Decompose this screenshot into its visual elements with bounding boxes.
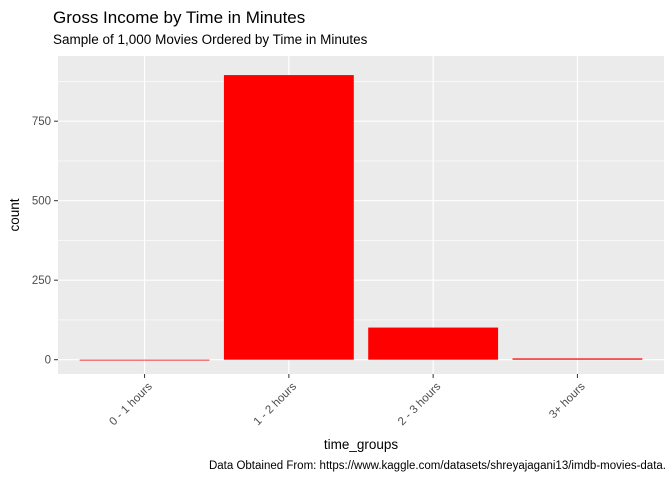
y-axis: 0 250 500 750 [32, 116, 58, 367]
y-tick-label: 500 [32, 196, 51, 208]
y-tick-label: 0 [45, 355, 51, 367]
chart-title: Gross Income by Time in Minutes [53, 8, 306, 27]
bar [368, 327, 499, 360]
x-tick-label: 1 - 2 hours [252, 381, 300, 429]
y-tick-label: 750 [32, 116, 51, 128]
chart-caption: Data Obtained From: https://www.kaggle.c… [208, 460, 666, 472]
minor-gridlines [58, 81, 664, 321]
bar [512, 358, 643, 360]
bar [223, 75, 354, 360]
x-tick-label: 2 - 3 hours [396, 381, 444, 429]
y-tick-label: 250 [32, 275, 51, 287]
y-axis-title: count [7, 198, 22, 231]
bars [79, 75, 643, 361]
x-tick-label: 0 - 1 hours [107, 381, 155, 429]
bar [79, 359, 210, 361]
x-tick-label: 3+ hours [547, 381, 588, 422]
plot-panel [58, 56, 664, 374]
x-axis: 0 - 1 hours 1 - 2 hours 2 - 3 hours 3+ hour… [107, 374, 588, 429]
chart-subtitle: Sample of 1,000 Movies Ordered by Time i… [53, 32, 368, 47]
x-axis-title: time_groups [324, 437, 399, 452]
